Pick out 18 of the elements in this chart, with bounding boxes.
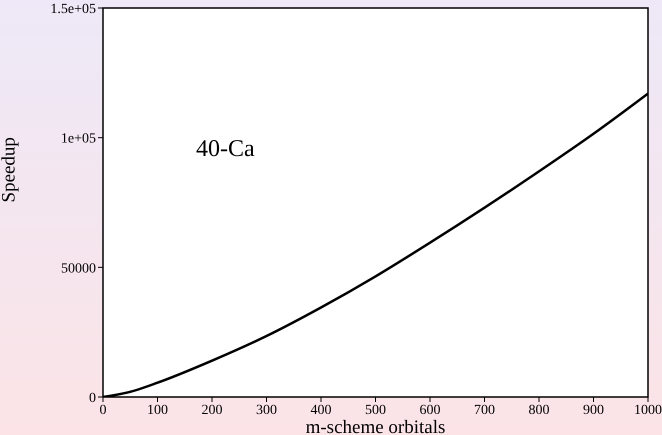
y-tick-label: 1e+05 xyxy=(60,132,96,147)
x-tick-label: 900 xyxy=(583,402,604,418)
x-tick-label: 800 xyxy=(528,402,550,418)
x-tick-label: 500 xyxy=(365,402,386,418)
x-tick-label: 300 xyxy=(256,402,277,418)
x-tick-label: 1000 xyxy=(634,402,662,418)
x-tick-label: 100 xyxy=(147,402,168,418)
y-tick-label: 50000 xyxy=(61,261,96,276)
y-tick-label: 1.5e+05 xyxy=(50,2,96,17)
y-tick-label: 0 xyxy=(89,390,96,406)
x-tick-label: 600 xyxy=(420,402,440,418)
x-tick-label: 0 xyxy=(100,402,106,418)
y-axis-title: Speedup xyxy=(0,137,20,202)
x-tick-label: 200 xyxy=(202,402,222,418)
x-axis-title: m-scheme orbitals xyxy=(306,417,446,435)
x-tick-label: 400 xyxy=(310,402,332,418)
x-tick-label: 700 xyxy=(474,402,495,418)
annotation: 40-Ca xyxy=(196,136,255,163)
